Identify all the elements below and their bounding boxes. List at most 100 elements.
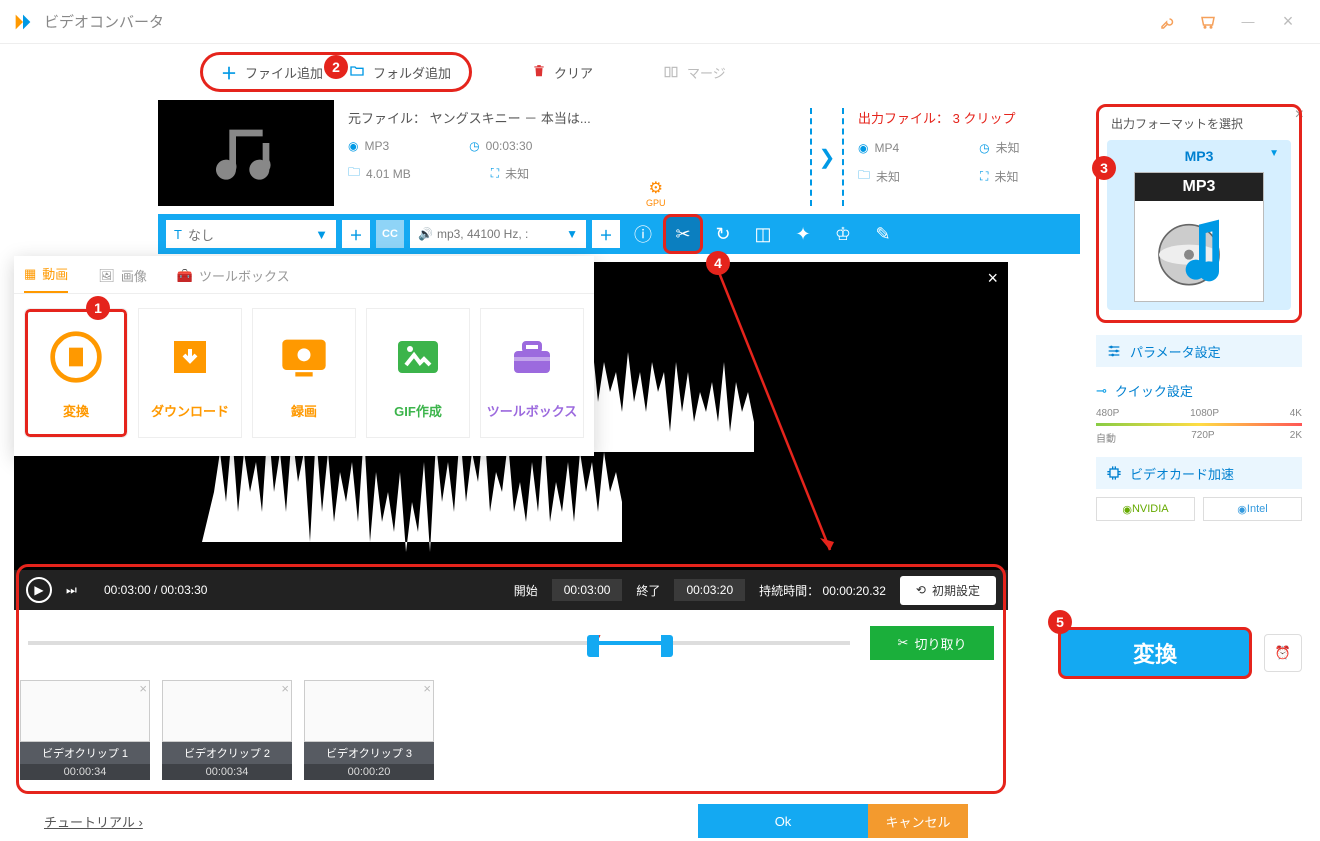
clear-button[interactable]: クリア bbox=[532, 63, 593, 82]
clock-icon: ◷ bbox=[469, 139, 479, 153]
start-label: 開始 bbox=[514, 582, 538, 599]
annotation-badge-1: 1 bbox=[86, 296, 110, 320]
clock-icon: ◷ bbox=[979, 141, 989, 155]
end-time[interactable]: 00:03:20 bbox=[674, 579, 745, 601]
out-size: 未知 bbox=[876, 168, 900, 185]
mode-tabs-panel: ▦動画 🖼画像 🧰ツールボックス 変換 ダウンロード 録画 GIF作成 ツールボ… bbox=[14, 256, 594, 456]
folder-icon bbox=[349, 63, 365, 82]
info-button[interactable]: ⓘ bbox=[626, 217, 660, 251]
clip-close-icon[interactable]: × bbox=[139, 681, 147, 696]
tab-video[interactable]: ▦動画 bbox=[24, 264, 68, 293]
start-time[interactable]: 00:03:00 bbox=[552, 579, 623, 601]
arrow-icon: ❯ bbox=[812, 100, 842, 214]
annotation-badge-5: 5 bbox=[1048, 610, 1072, 634]
tab-image[interactable]: 🖼画像 bbox=[98, 266, 147, 293]
src-format: MP3 bbox=[364, 139, 389, 153]
audio-toolbar: T なし ▼ ＋ CC 🔊 mp3, 44100 Hz, : ▼ ＋ ⓘ ✂ ↻… bbox=[158, 214, 1080, 254]
clips-row: × ビデオクリップ 1 00:00:34 × ビデオクリップ 2 00:00:3… bbox=[20, 680, 434, 780]
format-art-label: MP3 bbox=[1135, 173, 1263, 201]
cc-button[interactable]: CC bbox=[376, 220, 404, 248]
crop-button[interactable]: ◫ bbox=[746, 217, 780, 251]
card-gif-label: GIF作成 bbox=[394, 401, 442, 420]
card-convert[interactable]: 変換 bbox=[24, 308, 128, 438]
add-audio-button[interactable]: ＋ bbox=[592, 220, 620, 248]
bottom-bar: チュートリアル › Ok キャンセル bbox=[14, 804, 1008, 838]
src-size: 4.01 MB bbox=[366, 167, 411, 181]
convert-button[interactable]: 変換 bbox=[1058, 627, 1252, 679]
format-icon: ◉ bbox=[348, 139, 358, 153]
card-gif[interactable]: GIF作成 bbox=[366, 308, 470, 438]
watermark-button[interactable]: ♔ bbox=[826, 217, 860, 251]
plus-icon: ＋ bbox=[221, 60, 237, 84]
cut-button[interactable]: ✂ bbox=[666, 217, 700, 251]
subtitle-value: なし bbox=[188, 225, 214, 244]
subtitle-select[interactable]: T なし ▼ bbox=[166, 220, 336, 248]
card-toolbox-label: ツールボックス bbox=[487, 401, 578, 420]
clip-duration: 00:00:34 bbox=[20, 764, 150, 780]
src-duration: 00:03:30 bbox=[486, 139, 533, 153]
audio-select[interactable]: 🔊 mp3, 44100 Hz, : ▼ bbox=[410, 220, 586, 248]
clear-label: クリア bbox=[554, 63, 593, 82]
param-settings-button[interactable]: パラメータ設定 bbox=[1096, 335, 1302, 367]
step-button[interactable]: ⏭ bbox=[66, 583, 90, 598]
format-select[interactable]: MP3▼ MP3 bbox=[1107, 140, 1291, 310]
resolution-icon: ⛶ bbox=[980, 169, 988, 184]
clip-item[interactable]: × ビデオクリップ 2 00:00:34 bbox=[162, 680, 292, 780]
gpu-accel-button[interactable]: ビデオカード加速 bbox=[1096, 457, 1302, 489]
output-format-box: 出力フォーマットを選択 MP3▼ MP3 bbox=[1096, 104, 1302, 323]
format-art: MP3 bbox=[1134, 172, 1264, 302]
reset-button[interactable]: ⟲初期設定 bbox=[900, 576, 996, 605]
card-record[interactable]: 録画 bbox=[252, 308, 356, 438]
annotation-badge-4: 4 bbox=[706, 251, 730, 275]
folder-small-icon: 🗀 bbox=[858, 166, 870, 187]
trash-icon bbox=[532, 63, 546, 82]
sliders-icon bbox=[1106, 343, 1122, 359]
play-button[interactable]: ▶ bbox=[26, 577, 52, 603]
cart-icon[interactable] bbox=[1188, 7, 1228, 37]
resolution-icon: ⛶ bbox=[491, 166, 499, 181]
card-toolbox[interactable]: ツールボックス bbox=[480, 308, 584, 438]
merge-label: マージ bbox=[687, 63, 726, 82]
playback-strip: ▶ ⏭ 00:03:00 / 00:03:30 開始 00:03:00 終了 0… bbox=[14, 570, 1008, 610]
gpu-vendors: ◉ NVIDIA ◉ Intel bbox=[1096, 497, 1302, 521]
waveform-close-button[interactable]: × bbox=[987, 268, 998, 289]
tab-toolbox[interactable]: 🧰ツールボックス bbox=[177, 266, 290, 293]
tutorial-link[interactable]: チュートリアル › bbox=[44, 812, 143, 831]
cut-clip-button[interactable]: ✂ 切り取り bbox=[870, 626, 994, 660]
src-res: 未知 bbox=[505, 165, 529, 182]
right-pane: 出力フォーマットを選択 MP3▼ MP3 パラメータ設定 ⊸クイック設定 480… bbox=[1096, 104, 1302, 521]
trim-end-handle[interactable] bbox=[661, 635, 673, 657]
source-column: 元ファイル： ヤングスキニー － 本当は... ◉MP3 ◷00:03:30 🗀… bbox=[334, 100, 810, 214]
gpu-badge: ⚙GPU bbox=[646, 178, 666, 208]
close-button[interactable]: × bbox=[1268, 7, 1308, 37]
add-subtitle-button[interactable]: ＋ bbox=[342, 220, 370, 248]
clip-item[interactable]: × ビデオクリップ 1 00:00:34 bbox=[20, 680, 150, 780]
out-duration: 未知 bbox=[996, 139, 1020, 156]
clip-item[interactable]: × ビデオクリップ 3 00:00:20 bbox=[304, 680, 434, 780]
ok-button[interactable]: Ok bbox=[698, 804, 868, 838]
out-clips: 3 クリップ bbox=[953, 111, 1016, 126]
convert-row: 変換 ⏰ bbox=[1058, 627, 1302, 679]
folder-small-icon: 🗀 bbox=[348, 163, 360, 184]
cancel-button[interactable]: キャンセル bbox=[868, 804, 968, 838]
chip-icon bbox=[1106, 465, 1122, 481]
schedule-button[interactable]: ⏰ bbox=[1264, 634, 1302, 672]
add-file-button[interactable]: ファイル追加 bbox=[245, 63, 323, 82]
trim-start-handle[interactable] bbox=[587, 635, 599, 657]
quality-slider[interactable]: 480P1080P4K 自動720P2K bbox=[1096, 408, 1302, 445]
end-label: 終了 bbox=[636, 582, 660, 599]
key-icon[interactable] bbox=[1148, 7, 1188, 37]
edit-button[interactable]: ✎ bbox=[866, 217, 900, 251]
add-folder-button[interactable]: フォルダ追加 bbox=[373, 63, 451, 82]
trim-track[interactable]: ▼ bbox=[28, 641, 850, 645]
card-record-label: 録画 bbox=[291, 401, 317, 420]
rotate-button[interactable]: ↻ bbox=[706, 217, 740, 251]
out-label: 出力ファイル： bbox=[858, 111, 949, 126]
minimize-button[interactable]: — bbox=[1228, 7, 1268, 37]
merge-button[interactable]: マージ bbox=[663, 63, 726, 82]
clip-close-icon[interactable]: × bbox=[281, 681, 289, 696]
card-download[interactable]: ダウンロード bbox=[138, 308, 242, 438]
effects-button[interactable]: ✦ bbox=[786, 217, 820, 251]
clip-close-icon[interactable]: × bbox=[423, 681, 431, 696]
trim-area: ▼ ✂ 切り取り bbox=[14, 610, 1008, 676]
